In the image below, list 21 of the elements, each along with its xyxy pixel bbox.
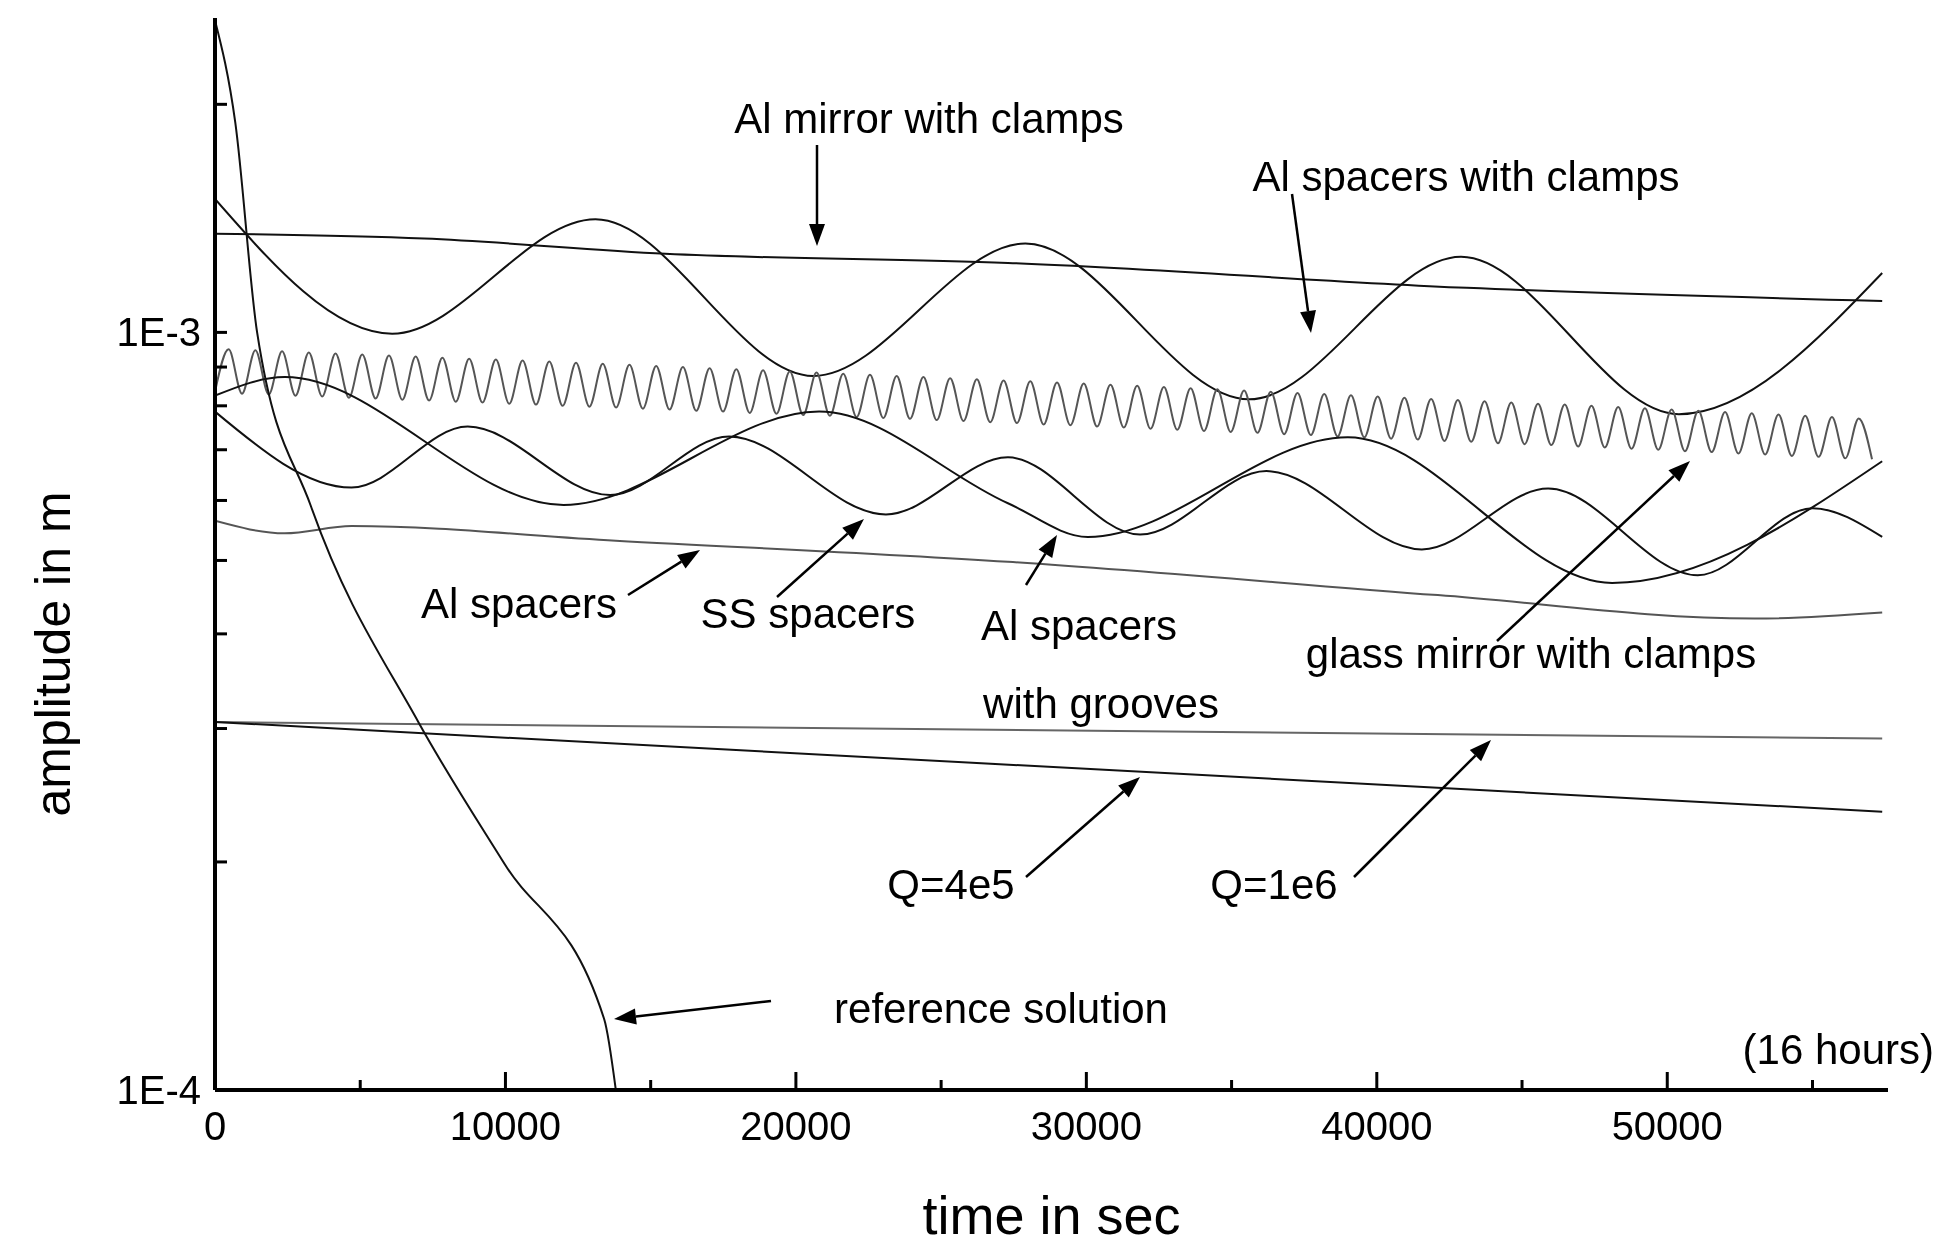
x-tick-label: 50000 <box>1611 1104 1723 1148</box>
annotation: Al spacers <box>420 580 618 627</box>
y-tick-label: 1E-4 <box>116 1068 201 1112</box>
annotation: Al spacers with grooves <box>980 602 1219 727</box>
y-tick-label: 1E-3 <box>116 310 201 355</box>
annotation: Al spacers with clamps <box>1252 153 1680 200</box>
annotation: glass mirror with clamps <box>1305 630 1757 677</box>
x-axis-title: time in sec <box>922 1185 1181 1245</box>
annotation: SS spacers <box>700 590 916 637</box>
x-tick-label: 40000 <box>1321 1104 1433 1148</box>
x-tick-label: 20000 <box>740 1104 852 1148</box>
annotation: Al mirror with clamps <box>734 95 1124 142</box>
line-series <box>215 348 1874 461</box>
y-axis-title: amplitude in m <box>25 491 81 817</box>
annotation: Q=4e5 <box>887 861 1015 908</box>
annotation: Q=1e6 <box>1210 861 1338 908</box>
annotation: (16 hours) <box>1742 1026 1934 1073</box>
annotation: reference solution <box>834 985 1168 1032</box>
x-tick-label: 10000 <box>449 1104 562 1148</box>
x-tick-label: 30000 <box>1030 1104 1142 1148</box>
x-tick-label: 0 <box>203 1104 227 1148</box>
